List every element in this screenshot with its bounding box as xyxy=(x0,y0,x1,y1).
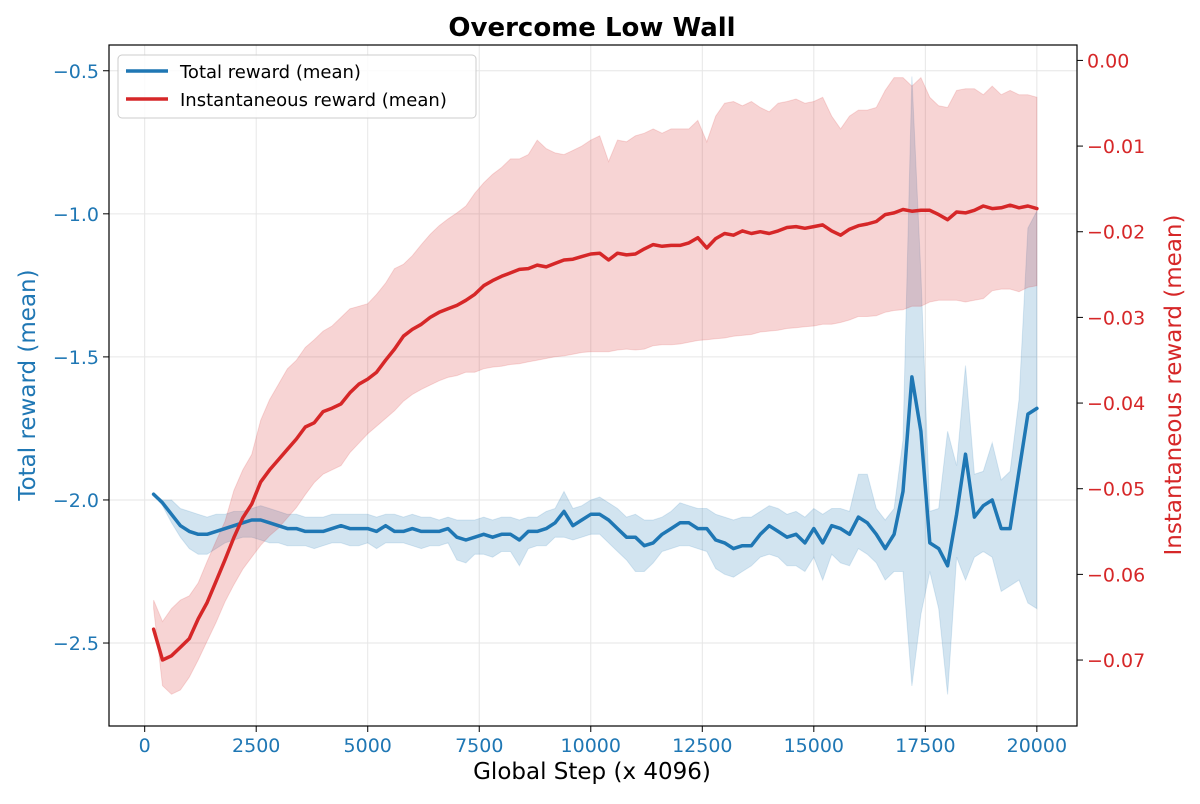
x-tick-label: 15000 xyxy=(784,735,844,757)
right-tick-label: −0.05 xyxy=(1087,479,1145,501)
left-tick-label: −1.0 xyxy=(53,204,99,226)
right-tick-label: −0.03 xyxy=(1087,307,1145,329)
x-tick-label: 12500 xyxy=(672,735,732,757)
x-tick-label: 10000 xyxy=(561,735,621,757)
right-tick-label: −0.07 xyxy=(1087,650,1145,672)
x-tick-label: 17500 xyxy=(895,735,955,757)
right-tick-label: 0.00 xyxy=(1087,50,1129,72)
instantaneous-reward-band xyxy=(153,76,1038,695)
right-tick-label: −0.04 xyxy=(1087,393,1145,415)
x-tick-label: 20000 xyxy=(1007,735,1067,757)
x-tick-label: 2500 xyxy=(232,735,280,757)
x-tick-label: 5000 xyxy=(344,735,392,757)
left-tick-label: −2.5 xyxy=(53,633,99,655)
legend-box xyxy=(117,54,477,119)
right-tick-label: −0.02 xyxy=(1087,222,1145,244)
right-axis-label: Instantaneous reward (mean) xyxy=(1161,215,1187,556)
left-axis-ticks: −0.5 −1.0 −1.5 −2.0 −2.5 xyxy=(53,61,109,655)
right-tick-label: −0.06 xyxy=(1087,564,1145,586)
left-tick-label: −1.5 xyxy=(53,347,99,369)
x-tick-label: 0 xyxy=(139,735,151,757)
instantaneous-reward-line xyxy=(151,203,1039,662)
x-axis-label: Global Step (x 4096) xyxy=(473,759,711,785)
left-axis-label: Total reward (mean) xyxy=(15,269,41,501)
grid-layer xyxy=(109,45,1077,726)
x-tick-label: 7500 xyxy=(455,735,503,757)
legend-label-total: Total reward (mean) xyxy=(179,62,361,83)
right-tick-label: −0.01 xyxy=(1087,136,1145,158)
legend: Total reward (mean) Instantaneous reward… xyxy=(117,54,477,119)
chart-title: Overcome Low Wall xyxy=(448,13,735,43)
series-lines xyxy=(151,203,1039,662)
total-reward-line xyxy=(151,375,1039,568)
x-axis-ticks: 0 2500 5000 7500 10000 12500 15000 17500 20000 xyxy=(139,726,1067,757)
left-tick-label: −0.5 xyxy=(53,61,99,83)
plot-frame xyxy=(108,44,1078,727)
right-axis-ticks: 0.00 −0.01 −0.02 −0.03 −0.04 −0.05 −0.06 −0.07 xyxy=(1077,50,1145,672)
left-tick-label: −2.0 xyxy=(53,490,99,512)
legend-label-instant: Instantaneous reward (mean) xyxy=(180,90,447,111)
